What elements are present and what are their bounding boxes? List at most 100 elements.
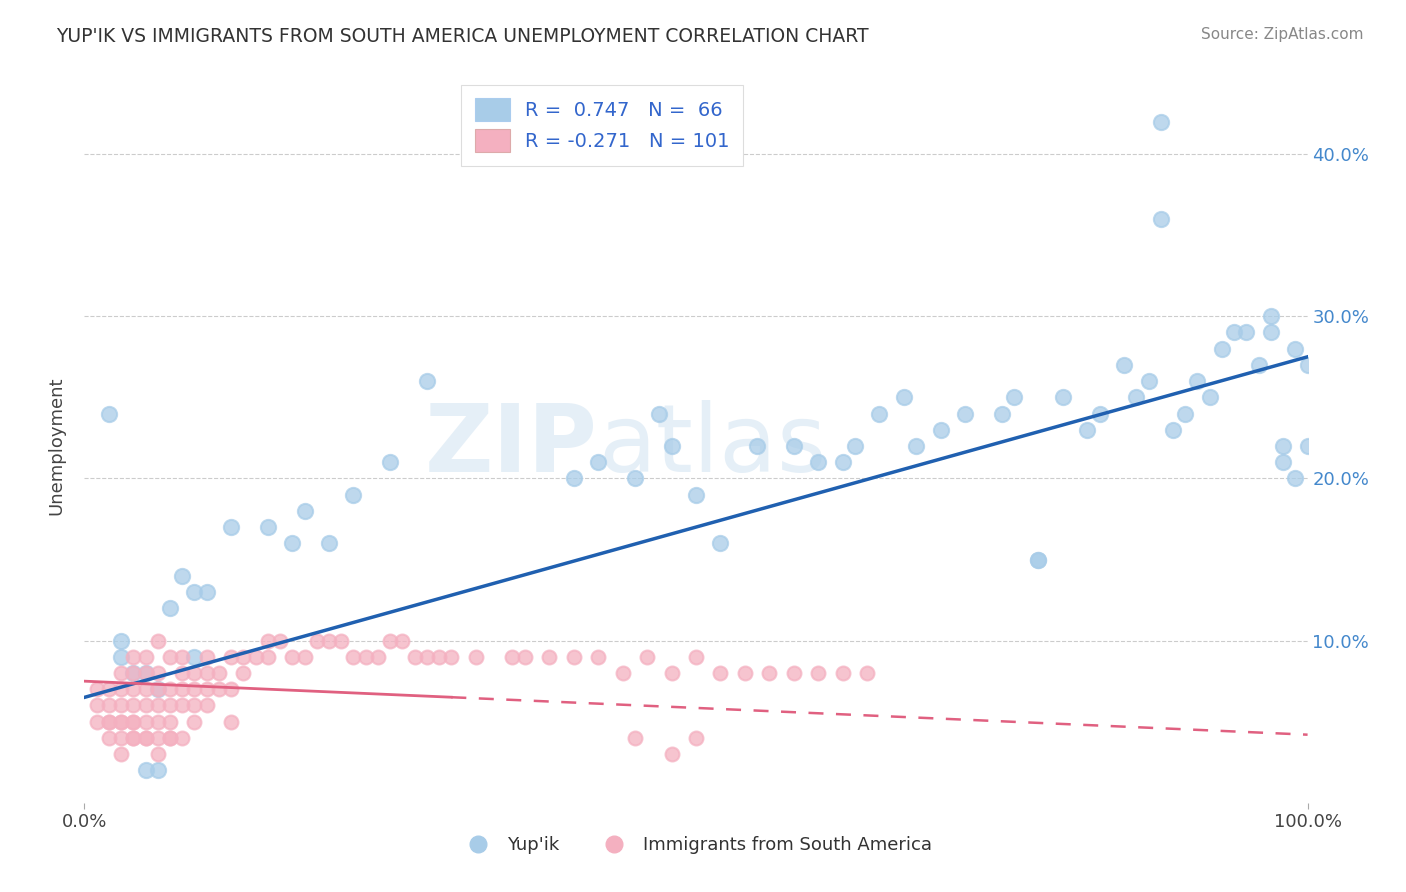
Point xyxy=(562,471,585,485)
Point xyxy=(122,666,145,681)
Point xyxy=(97,407,120,421)
Point xyxy=(380,455,402,469)
Point xyxy=(159,649,181,664)
Point xyxy=(122,682,145,697)
Point xyxy=(219,649,242,664)
Point xyxy=(110,698,132,713)
Point xyxy=(208,682,231,697)
Point xyxy=(97,698,120,713)
Point xyxy=(294,504,316,518)
Point xyxy=(1114,358,1136,372)
Point xyxy=(1052,390,1074,404)
Point xyxy=(86,682,108,697)
Point xyxy=(159,714,181,729)
Point xyxy=(122,714,145,729)
Point xyxy=(195,649,218,664)
Point xyxy=(122,731,145,745)
Point xyxy=(1187,374,1209,388)
Point xyxy=(427,649,450,664)
Point xyxy=(146,764,169,778)
Point xyxy=(1284,342,1306,356)
Point xyxy=(734,666,756,681)
Point xyxy=(122,731,145,745)
Point xyxy=(502,649,524,664)
Point xyxy=(146,698,169,713)
Point xyxy=(342,649,364,664)
Point xyxy=(929,423,952,437)
Point xyxy=(232,666,254,681)
Point xyxy=(172,698,194,713)
Point xyxy=(159,698,181,713)
Point xyxy=(172,649,194,664)
Point xyxy=(294,649,316,664)
Point xyxy=(146,633,169,648)
Point xyxy=(1198,390,1220,404)
Point xyxy=(661,666,683,681)
Point xyxy=(1260,326,1282,340)
Point xyxy=(97,714,120,729)
Point xyxy=(110,731,132,745)
Point xyxy=(747,439,769,453)
Point xyxy=(110,666,132,681)
Point xyxy=(135,682,157,697)
Point xyxy=(648,407,671,421)
Point xyxy=(159,731,181,745)
Point xyxy=(172,682,194,697)
Point xyxy=(219,520,242,534)
Point xyxy=(110,714,132,729)
Point xyxy=(159,731,181,745)
Point xyxy=(110,747,132,761)
Point xyxy=(709,666,731,681)
Point xyxy=(1272,439,1295,453)
Point xyxy=(783,666,806,681)
Point xyxy=(869,407,891,421)
Point xyxy=(709,536,731,550)
Point xyxy=(97,731,120,745)
Point xyxy=(1028,552,1050,566)
Text: ZIP: ZIP xyxy=(425,400,598,492)
Point xyxy=(1150,211,1173,226)
Point xyxy=(416,374,439,388)
Point xyxy=(195,585,218,599)
Text: YUP'IK VS IMMIGRANTS FROM SOUTH AMERICA UNEMPLOYMENT CORRELATION CHART: YUP'IK VS IMMIGRANTS FROM SOUTH AMERICA … xyxy=(56,27,869,45)
Point xyxy=(1211,342,1233,356)
Point xyxy=(97,682,120,697)
Point xyxy=(404,649,426,664)
Point xyxy=(159,682,181,697)
Point xyxy=(380,633,402,648)
Point xyxy=(135,666,157,681)
Point xyxy=(844,439,866,453)
Point xyxy=(318,536,340,550)
Point xyxy=(110,714,132,729)
Point xyxy=(219,714,242,729)
Point xyxy=(661,439,683,453)
Point xyxy=(110,682,132,697)
Point xyxy=(135,764,157,778)
Point xyxy=(183,649,205,664)
Point xyxy=(257,520,280,534)
Point xyxy=(1296,439,1319,453)
Point xyxy=(135,649,157,664)
Point xyxy=(1002,390,1025,404)
Point xyxy=(135,714,157,729)
Point xyxy=(612,666,634,681)
Point xyxy=(354,649,377,664)
Point xyxy=(183,714,205,729)
Point xyxy=(991,407,1014,421)
Legend: Yup'ik, Immigrants from South America: Yup'ik, Immigrants from South America xyxy=(453,830,939,862)
Point xyxy=(219,682,242,697)
Point xyxy=(905,439,928,453)
Point xyxy=(318,633,340,648)
Point xyxy=(513,649,536,664)
Point xyxy=(146,731,169,745)
Point xyxy=(538,649,561,664)
Point xyxy=(183,698,205,713)
Point xyxy=(636,649,658,664)
Point xyxy=(685,731,707,745)
Point xyxy=(86,698,108,713)
Point xyxy=(172,568,194,582)
Point xyxy=(208,666,231,681)
Point xyxy=(195,682,218,697)
Point xyxy=(1150,114,1173,128)
Point xyxy=(391,633,413,648)
